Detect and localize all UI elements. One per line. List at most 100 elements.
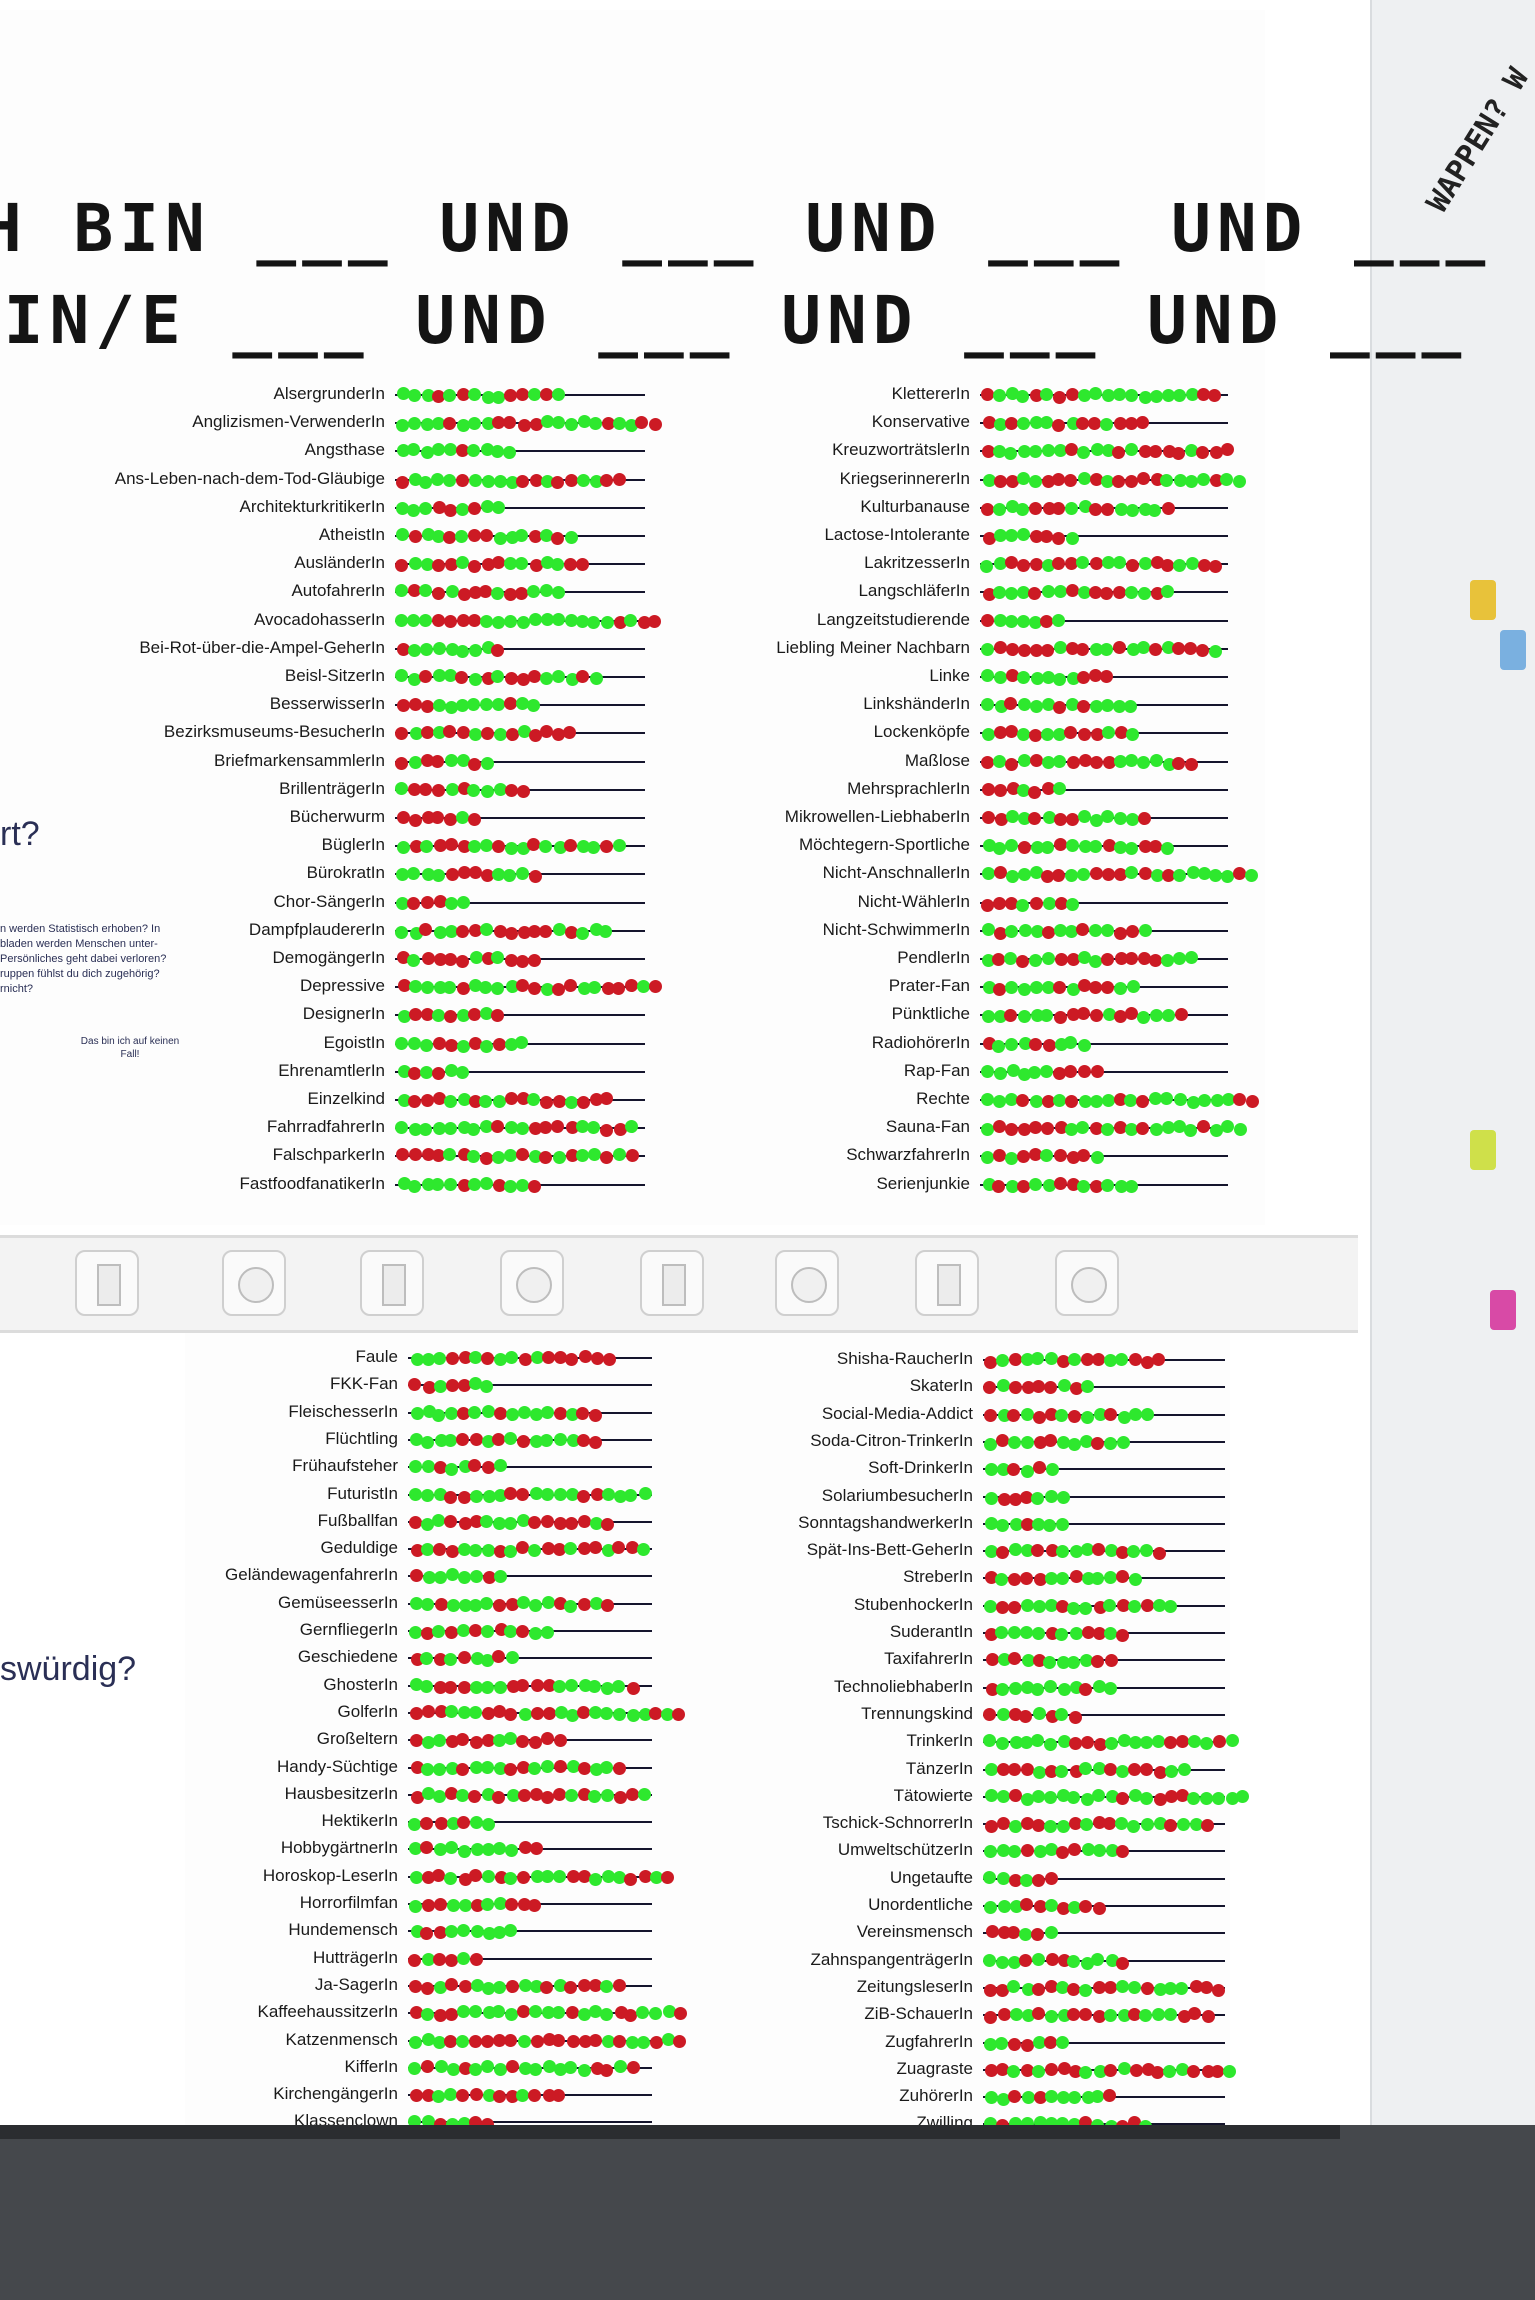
power-socket [1055,1250,1119,1316]
sticker-dot [443,388,457,402]
sticker-dot [1137,812,1151,826]
sticker-dot [995,1737,1009,1751]
sticker-dot [1076,670,1090,684]
sticker-dot [1052,418,1066,432]
sticker-dot [1044,1352,1058,1366]
sticker-dot [407,503,421,517]
label-row: AtheistIn [0,526,1300,545]
sticker-dot [1040,1065,1054,1079]
sticker-dot [1044,2009,1058,2023]
sticker-dot [1017,754,1031,768]
sticker-dot [981,1123,995,1137]
sticker-dot [1140,1407,1154,1421]
row-label: KreuzworträtslerIn [832,440,970,459]
sticker-dot [612,416,626,430]
sticker-dot [552,415,566,429]
bottom-poster [185,1325,1230,2140]
row-label: MehrsprachlerIn [847,779,970,798]
sticker-dot [1201,2010,1215,2024]
sticker-dot [541,613,555,627]
sticker-dot [1212,1983,1226,1997]
switch[interactable] [75,1250,139,1316]
sticker-dot [1004,1009,1018,1023]
switch[interactable] [640,1250,704,1316]
row-label: SuderantIn [889,1622,973,1641]
sticker-dot [1016,472,1030,485]
switch[interactable] [915,1250,979,1316]
sticker-dot [1008,1652,1022,1666]
sticker-dot [1172,446,1186,460]
sticker-dot [1101,953,1115,967]
sticker-dot [1160,585,1174,599]
sticker-dot [1019,1709,1033,1723]
sticker-dot [529,474,543,488]
sticker-dot [491,586,505,600]
sticker-dot [1032,1461,1046,1475]
sticker-dot [1103,2089,1117,2103]
sticker-dot [1149,390,1163,404]
sticker-dot [1016,614,1030,628]
sticker-dot [1101,867,1115,881]
row-label: Anglizismen-VerwenderIn [192,412,385,431]
sticker-dot [1055,2035,1069,2049]
sticker-dot [577,415,591,429]
sticker-dot [1055,1765,1069,1779]
sticker-dot [1092,1353,1106,1367]
sticker-dot [1141,1599,1155,1613]
sticker-dot [1007,1463,1020,1477]
sticker-dot [1103,1980,1117,1994]
sticker-dot [421,417,435,431]
sticker-dot [1067,1843,1081,1856]
sticker-dot [1044,1899,1058,1913]
sticker-dot [1164,1765,1178,1779]
sticker-dot [1020,1407,1034,1421]
sticker-dot [1066,531,1080,545]
row-label: Ungetaufte [889,1868,973,1887]
sticker-dot [1197,1120,1211,1134]
sticker-dot [1220,869,1234,883]
switch[interactable] [360,1250,424,1316]
sticker-dot [1208,389,1222,403]
sticker-dot [1100,810,1114,823]
sticker-dot [1173,868,1187,882]
sticker-dot [1007,1436,1021,1450]
label-row: Angsthase [0,441,1300,460]
sticker-dot [1044,1680,1058,1694]
sticker-dot [1174,1093,1188,1106]
sticker [1500,630,1526,670]
label-row: Soda-Citron-TrinkerIn [0,1432,1300,1451]
sticker-dot [505,475,519,489]
label-row: Vereinsmensch [0,1923,1300,1942]
sticker-dot [1052,782,1066,796]
sticker-dot [1089,866,1103,880]
sticker-dot [1004,587,1018,601]
sticker-dot [419,584,433,598]
row-label: Nicht-SchwimmerIn [822,920,970,939]
sticker-dot [983,1381,997,1395]
sticker-dot [1221,443,1235,457]
row-label: AvocadohasserIn [253,610,385,629]
row-label: AusländerIn [294,553,385,572]
sticker-dot [981,811,995,825]
label-row: KreuzworträtslerIn [0,440,1300,460]
sticker-dot [1136,1010,1150,1024]
sticker-dot [1246,1095,1260,1109]
sticker-dot [1005,869,1019,883]
sticker-dot [1173,558,1187,572]
sticker-dot [993,866,1007,880]
row-label: LangschläferIn [858,581,970,600]
label-row: ZahnspangenträgerIn [0,1951,1300,1970]
row-label: SchwarzfahrerIn [846,1145,970,1164]
label-row: SkaterIn [0,1377,1300,1396]
sticker-dot [1064,501,1078,515]
sticker-dot [1125,728,1139,742]
sticker-dot [455,444,469,458]
sticker-dot [1104,2064,1118,2078]
sticker-dot [1028,1038,1042,1052]
row-label: Liebling Meiner Nachbarn [776,638,970,657]
sticker-dot [1031,1352,1045,1366]
sticker-dot [1077,700,1091,714]
sticker-dot [468,614,482,627]
sticker-dot [529,417,543,431]
sticker-dot [1067,1955,1081,1969]
